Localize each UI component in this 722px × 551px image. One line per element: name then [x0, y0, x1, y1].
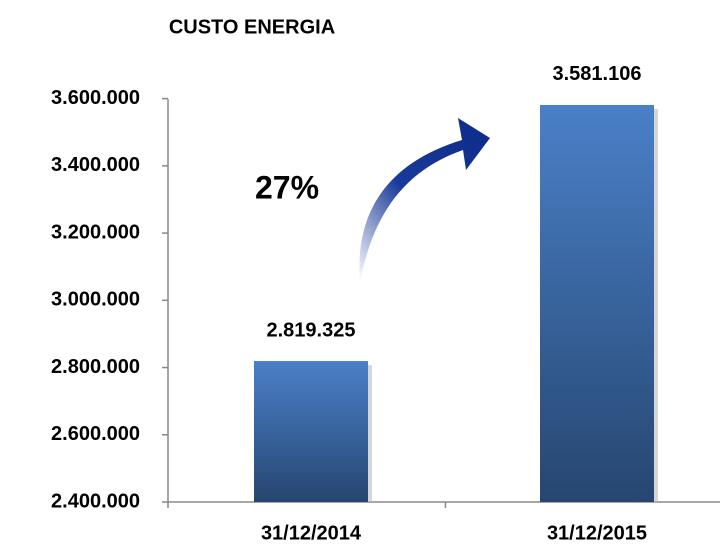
y-tick-label: 3.000.000 — [51, 289, 140, 311]
y-tick-label: 2.600.000 — [51, 423, 140, 445]
y-tick-label: 3.600.000 — [51, 87, 140, 109]
growth-arrow — [359, 118, 490, 282]
data-label: 2.819.325 — [267, 319, 356, 341]
bar — [254, 361, 368, 502]
annotation: 27% — [255, 169, 319, 205]
y-tick-label: 3.200.000 — [51, 221, 140, 243]
x-tick-label: 31/12/2014 — [261, 522, 362, 544]
y-tick-label: 2.800.000 — [51, 356, 140, 378]
x-tick-label: 31/12/2015 — [547, 522, 647, 544]
y-tick-label: 2.400.000 — [51, 490, 140, 512]
chart-title: CUSTO ENERGIA — [169, 16, 335, 38]
bar — [540, 104, 654, 502]
data-label: 3.581.106 — [553, 63, 642, 85]
y-tick-label: 3.400.000 — [51, 154, 140, 176]
